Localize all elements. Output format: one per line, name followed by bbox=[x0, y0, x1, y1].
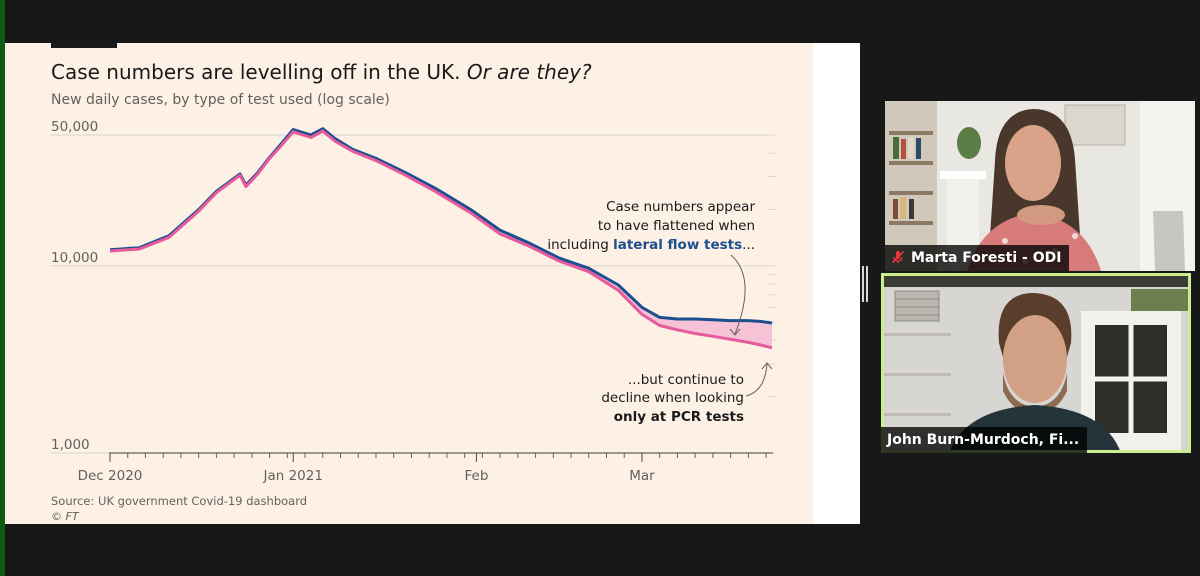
annotation-arrow bbox=[745, 363, 768, 397]
y-tick-label: 50,000 bbox=[51, 119, 98, 135]
annotation-arrowhead bbox=[761, 362, 773, 370]
gap-area bbox=[110, 128, 772, 348]
x-tick-label: Jan 2021 bbox=[262, 468, 322, 484]
chart-slide: Case numbers are levelling off in the UK… bbox=[5, 43, 813, 524]
series-line-pcr bbox=[109, 129, 773, 350]
chart-copyright: © FT bbox=[51, 510, 79, 523]
annotation-arrowhead bbox=[729, 328, 741, 336]
participant-video-john bbox=[881, 273, 1191, 453]
annotation-pcr: ...but continue to decline when looking … bbox=[601, 362, 773, 425]
line-chart: 1,000 10,000 50,000 Dec 2020 Jan 2021 Feb Mar… bbox=[51, 119, 775, 484]
chart-title-emphasis: Or are they? bbox=[466, 60, 592, 84]
mic-muted-icon bbox=[891, 250, 905, 264]
ft-brand-strip bbox=[51, 43, 117, 48]
x-tick-label: Feb bbox=[465, 468, 489, 484]
annotation-highlight: lateral flow tests bbox=[613, 237, 742, 253]
panel-resize-handle[interactable] bbox=[862, 266, 868, 302]
annotation-line: Case numbers appear bbox=[606, 199, 755, 215]
annotation-line: to have flattened when bbox=[598, 218, 755, 234]
participant-name-tag: John Burn-Murdoch, Fi... bbox=[881, 427, 1088, 453]
shared-screen: Case numbers are levelling off in the UK… bbox=[5, 43, 860, 524]
y-tick-label: 1,000 bbox=[51, 437, 90, 453]
chart-source: Source: UK government Covid-19 dashboard bbox=[51, 494, 308, 508]
participant-tile-marta[interactable]: Marta Foresti - ODI bbox=[885, 101, 1195, 271]
y-tick-label: 10,000 bbox=[51, 250, 98, 266]
annotation-highlight: only at PCR tests bbox=[614, 409, 744, 425]
annotation-lateral-flow: Case numbers appear to have flattened wh… bbox=[547, 199, 755, 336]
chart-title: Case numbers are levelling off in the UK… bbox=[51, 60, 592, 84]
x-tick-label: Mar bbox=[629, 468, 655, 484]
participant-name: John Burn-Murdoch, Fi... bbox=[887, 432, 1080, 448]
participant-name: Marta Foresti - ODI bbox=[911, 250, 1062, 266]
participant-name-tag: Marta Foresti - ODI bbox=[885, 245, 1070, 271]
annotation-arrow bbox=[730, 254, 746, 335]
chart-subtitle: New daily cases, by type of test used (l… bbox=[51, 92, 390, 108]
annotation-line: including lateral flow tests... bbox=[547, 237, 755, 253]
participant-tile-john[interactable]: John Burn-Murdoch, Fi... bbox=[881, 273, 1191, 453]
x-tick-label: Dec 2020 bbox=[78, 468, 143, 484]
annotation-line: ...but continue to bbox=[628, 372, 744, 388]
annotation-line: decline when looking bbox=[601, 390, 744, 406]
participant-video-marta bbox=[885, 101, 1195, 271]
window-edge-strip bbox=[0, 0, 5, 576]
